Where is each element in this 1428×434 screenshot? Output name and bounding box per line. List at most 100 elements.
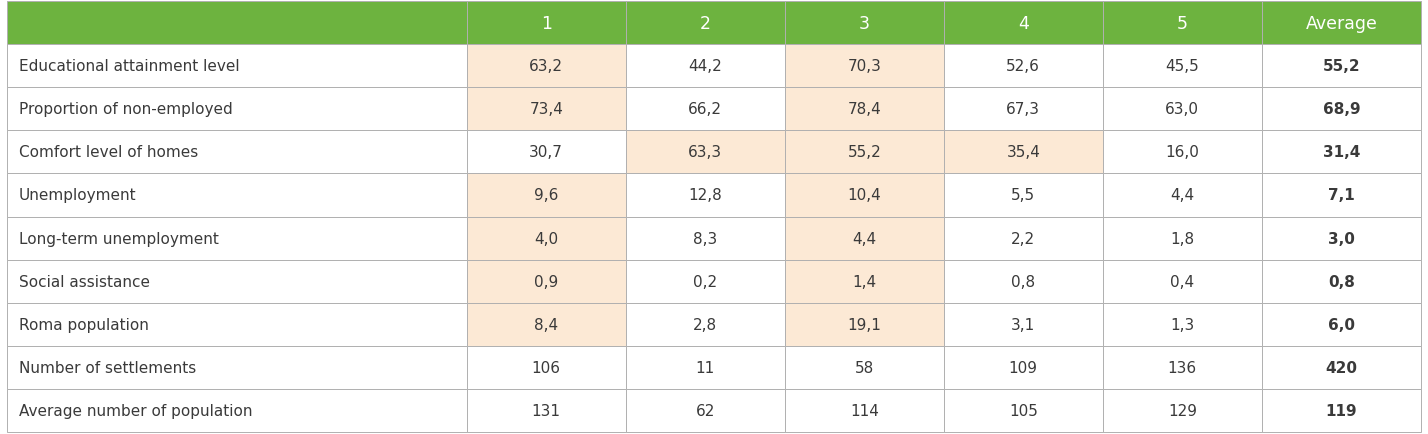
Text: 45,5: 45,5 bbox=[1165, 59, 1200, 74]
Text: 5: 5 bbox=[1177, 15, 1188, 33]
Bar bbox=[1102, 389, 1262, 432]
Bar bbox=[467, 346, 625, 389]
Bar bbox=[7, 346, 467, 389]
Bar bbox=[7, 217, 467, 260]
Bar bbox=[1102, 2, 1262, 45]
Text: 6,0: 6,0 bbox=[1328, 317, 1355, 332]
Text: 136: 136 bbox=[1168, 360, 1197, 375]
Bar bbox=[785, 45, 944, 88]
Bar bbox=[7, 389, 467, 432]
Bar bbox=[7, 260, 467, 303]
Text: 35,4: 35,4 bbox=[1007, 145, 1040, 160]
Bar bbox=[785, 389, 944, 432]
Bar bbox=[1262, 303, 1421, 346]
Text: 66,2: 66,2 bbox=[688, 102, 723, 117]
Bar bbox=[1262, 174, 1421, 217]
Text: 70,3: 70,3 bbox=[847, 59, 881, 74]
Text: 68,9: 68,9 bbox=[1322, 102, 1359, 117]
Bar bbox=[944, 217, 1102, 260]
Bar bbox=[1102, 174, 1262, 217]
Bar bbox=[625, 346, 785, 389]
Text: 2,8: 2,8 bbox=[693, 317, 717, 332]
Bar bbox=[625, 389, 785, 432]
Text: 131: 131 bbox=[531, 403, 561, 418]
Bar bbox=[7, 303, 467, 346]
Text: 78,4: 78,4 bbox=[847, 102, 881, 117]
Text: 4: 4 bbox=[1018, 15, 1028, 33]
Text: 52,6: 52,6 bbox=[1007, 59, 1040, 74]
Bar bbox=[625, 303, 785, 346]
Bar bbox=[467, 131, 625, 174]
Text: 109: 109 bbox=[1008, 360, 1038, 375]
Text: 129: 129 bbox=[1168, 403, 1197, 418]
Bar bbox=[944, 303, 1102, 346]
Text: 44,2: 44,2 bbox=[688, 59, 723, 74]
Text: 7,1: 7,1 bbox=[1328, 188, 1355, 203]
Text: 1: 1 bbox=[541, 15, 551, 33]
Text: 119: 119 bbox=[1325, 403, 1357, 418]
Bar bbox=[1262, 88, 1421, 131]
Text: 3,1: 3,1 bbox=[1011, 317, 1035, 332]
Bar bbox=[7, 131, 467, 174]
Bar bbox=[625, 174, 785, 217]
Text: 0,2: 0,2 bbox=[693, 274, 717, 289]
Text: 9,6: 9,6 bbox=[534, 188, 558, 203]
Bar bbox=[467, 88, 625, 131]
Bar bbox=[1262, 260, 1421, 303]
Text: 63,0: 63,0 bbox=[1165, 102, 1200, 117]
Bar bbox=[1102, 45, 1262, 88]
Bar bbox=[625, 260, 785, 303]
Text: 0,9: 0,9 bbox=[534, 274, 558, 289]
Text: 114: 114 bbox=[850, 403, 878, 418]
Bar bbox=[944, 389, 1102, 432]
Bar bbox=[7, 174, 467, 217]
Bar bbox=[625, 2, 785, 45]
Bar bbox=[944, 346, 1102, 389]
Bar bbox=[944, 2, 1102, 45]
Bar bbox=[1262, 131, 1421, 174]
Bar bbox=[7, 88, 467, 131]
Bar bbox=[944, 260, 1102, 303]
Text: 1,8: 1,8 bbox=[1171, 231, 1194, 246]
Bar bbox=[467, 45, 625, 88]
Bar bbox=[944, 88, 1102, 131]
Text: Number of settlements: Number of settlements bbox=[19, 360, 196, 375]
Bar bbox=[1262, 389, 1421, 432]
Bar bbox=[785, 131, 944, 174]
Text: 0,4: 0,4 bbox=[1171, 274, 1194, 289]
Bar bbox=[467, 389, 625, 432]
Bar bbox=[7, 2, 467, 45]
Text: 67,3: 67,3 bbox=[1007, 102, 1040, 117]
Text: Roma population: Roma population bbox=[19, 317, 149, 332]
Bar bbox=[625, 131, 785, 174]
Text: 2,2: 2,2 bbox=[1011, 231, 1035, 246]
Bar bbox=[944, 131, 1102, 174]
Bar bbox=[625, 88, 785, 131]
Text: 58: 58 bbox=[854, 360, 874, 375]
Text: 12,8: 12,8 bbox=[688, 188, 723, 203]
Bar bbox=[1102, 346, 1262, 389]
Text: 1,3: 1,3 bbox=[1170, 317, 1194, 332]
Text: 4,0: 4,0 bbox=[534, 231, 558, 246]
Text: 3: 3 bbox=[858, 15, 870, 33]
Text: Unemployment: Unemployment bbox=[19, 188, 136, 203]
Text: Social assistance: Social assistance bbox=[19, 274, 150, 289]
Bar bbox=[944, 45, 1102, 88]
Text: 55,2: 55,2 bbox=[1322, 59, 1359, 74]
Text: 4,4: 4,4 bbox=[1171, 188, 1194, 203]
Bar bbox=[785, 260, 944, 303]
Bar bbox=[1102, 303, 1262, 346]
Text: 16,0: 16,0 bbox=[1165, 145, 1200, 160]
Text: Comfort level of homes: Comfort level of homes bbox=[19, 145, 198, 160]
Text: 8,4: 8,4 bbox=[534, 317, 558, 332]
Text: 5,5: 5,5 bbox=[1011, 188, 1035, 203]
Bar bbox=[625, 217, 785, 260]
Bar bbox=[1262, 45, 1421, 88]
Text: 2: 2 bbox=[700, 15, 711, 33]
Text: 31,4: 31,4 bbox=[1322, 145, 1359, 160]
Text: 0,8: 0,8 bbox=[1011, 274, 1035, 289]
Bar bbox=[1262, 217, 1421, 260]
Text: 0,8: 0,8 bbox=[1328, 274, 1355, 289]
Bar bbox=[1102, 88, 1262, 131]
Text: 8,3: 8,3 bbox=[693, 231, 717, 246]
